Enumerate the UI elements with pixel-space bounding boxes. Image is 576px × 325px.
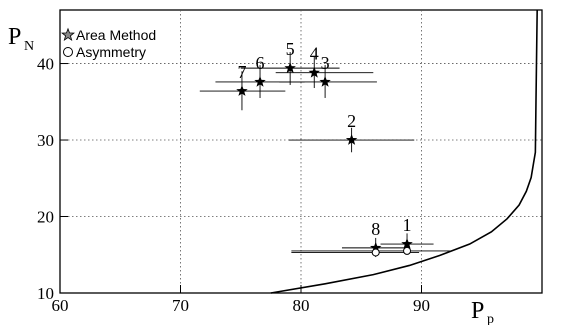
star-marker-8 xyxy=(370,241,382,253)
axis-ticks: 60 70 80 90 10 20 30 40 xyxy=(37,55,430,315)
star-marker-2 xyxy=(345,134,358,145)
y-tick-label-10: 10 xyxy=(37,284,54,303)
star-marker-5 xyxy=(284,62,296,73)
limit-curve xyxy=(270,9,538,294)
point-label-6: 6 xyxy=(256,53,265,73)
star-marker-1 xyxy=(401,238,413,249)
y-axis-label-sub: N xyxy=(24,39,34,54)
x-axis-label-main: P xyxy=(471,298,484,324)
x-tick-label-70: 70 xyxy=(172,296,189,315)
star-marker-3 xyxy=(319,75,331,87)
point-labels: 1 2 345 67 8 xyxy=(237,39,411,239)
y-axis-label-main: P xyxy=(8,24,21,50)
x-tick-label-90: 90 xyxy=(413,296,430,315)
circle-marker xyxy=(403,246,412,255)
legend-label-asymmetry: Asymmetry xyxy=(76,44,146,60)
point-label-2: 2 xyxy=(347,111,356,131)
legend-star-icon xyxy=(61,27,75,41)
x-tick-label-80: 80 xyxy=(293,296,310,315)
x-axis-label-sub: p xyxy=(487,312,494,325)
point-label-7: 7 xyxy=(237,62,246,82)
point-label-3: 3 xyxy=(321,53,330,73)
legend-circle-icon xyxy=(63,47,73,57)
star-marker-7 xyxy=(236,85,248,96)
point-label-1: 1 xyxy=(403,215,412,235)
y-tick-label-20: 20 xyxy=(37,208,54,227)
star-marker-6 xyxy=(254,75,266,87)
y-tick-label-30: 30 xyxy=(37,131,54,150)
legend-star-shape xyxy=(61,27,75,41)
star-marker-4 xyxy=(308,66,320,78)
point-label-5: 5 xyxy=(286,39,295,59)
circle-marker xyxy=(371,248,380,257)
point-label-4: 4 xyxy=(310,44,319,64)
y-tick-label-40: 40 xyxy=(37,55,54,74)
legend-label-area-method: Area Method xyxy=(76,27,156,43)
curve-layer xyxy=(270,9,538,294)
legend: Area Method Asymmetry xyxy=(61,27,156,60)
point-label-8: 8 xyxy=(371,219,380,239)
y-axis-label: P N xyxy=(8,24,34,54)
x-tick-label-60: 60 xyxy=(52,296,69,315)
data-markers xyxy=(236,62,413,257)
legend-circle-shape xyxy=(63,47,73,57)
x-axis-label: P p xyxy=(471,298,494,325)
